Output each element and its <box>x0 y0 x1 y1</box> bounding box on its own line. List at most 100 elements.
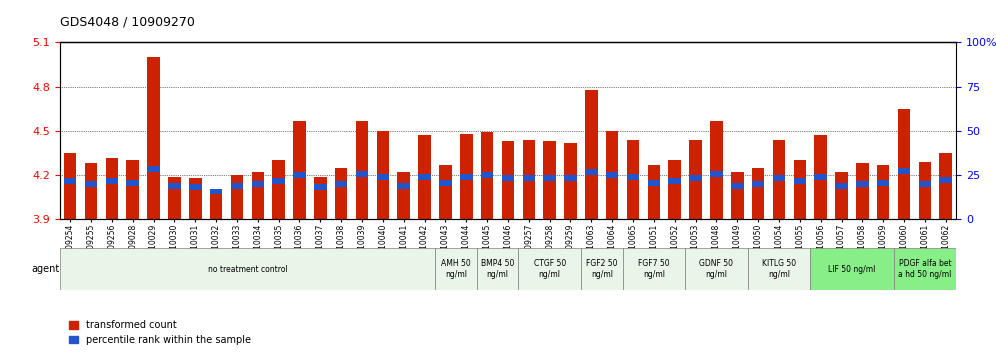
Bar <box>397 172 410 219</box>
Bar <box>85 164 98 219</box>
Bar <box>939 177 952 183</box>
Text: PDGF alfa bet
a hd 50 ng/ml: PDGF alfa bet a hd 50 ng/ml <box>898 259 951 279</box>
Bar <box>773 140 785 219</box>
Bar <box>876 179 889 185</box>
Bar <box>585 90 598 219</box>
Bar <box>252 172 264 219</box>
Bar <box>876 165 889 219</box>
Bar <box>606 172 619 178</box>
FancyBboxPatch shape <box>60 248 435 290</box>
Bar <box>168 183 180 188</box>
Bar <box>815 136 827 219</box>
Bar <box>689 140 702 219</box>
Bar <box>481 172 493 178</box>
Bar <box>857 181 869 187</box>
Bar <box>418 136 431 219</box>
FancyBboxPatch shape <box>581 248 622 290</box>
Bar <box>565 175 577 181</box>
Bar <box>397 183 410 188</box>
Bar <box>293 121 306 219</box>
Bar <box>481 132 493 219</box>
Bar <box>794 160 806 219</box>
Bar <box>710 121 723 219</box>
Bar <box>939 153 952 219</box>
Bar <box>544 141 556 219</box>
Bar <box>64 178 77 184</box>
Bar <box>231 175 243 219</box>
Bar <box>626 140 639 219</box>
Bar <box>168 177 180 219</box>
Bar <box>85 181 98 187</box>
Text: CTGF 50
ng/ml: CTGF 50 ng/ml <box>534 259 566 279</box>
Bar <box>918 162 931 219</box>
Text: no treatment control: no treatment control <box>207 264 287 274</box>
Bar <box>189 178 201 219</box>
Bar <box>710 171 723 177</box>
Bar <box>752 168 764 219</box>
Text: GDNF 50
ng/ml: GDNF 50 ng/ml <box>699 259 733 279</box>
Bar <box>731 183 744 188</box>
Bar <box>585 169 598 175</box>
Bar <box>439 179 451 185</box>
Bar <box>668 160 681 219</box>
Bar <box>356 121 369 219</box>
Text: AMH 50
ng/ml: AMH 50 ng/ml <box>441 259 471 279</box>
Bar <box>773 175 785 181</box>
Bar <box>210 188 222 194</box>
Bar <box>252 181 264 187</box>
Bar <box>460 174 472 179</box>
Bar <box>523 175 535 181</box>
Bar <box>815 174 827 179</box>
Bar <box>897 168 910 174</box>
Text: GDS4048 / 10909270: GDS4048 / 10909270 <box>60 15 194 28</box>
Bar <box>335 168 348 219</box>
Bar <box>502 141 514 219</box>
Bar <box>189 184 201 190</box>
Bar <box>418 174 431 179</box>
FancyBboxPatch shape <box>748 248 810 290</box>
Bar <box>502 175 514 181</box>
FancyBboxPatch shape <box>810 248 893 290</box>
Bar <box>439 165 451 219</box>
FancyBboxPatch shape <box>685 248 748 290</box>
Bar <box>126 179 139 185</box>
Bar <box>64 153 77 219</box>
Bar <box>606 131 619 219</box>
Bar <box>544 175 556 181</box>
Legend: transformed count, percentile rank within the sample: transformed count, percentile rank withi… <box>65 316 255 349</box>
FancyBboxPatch shape <box>435 248 477 290</box>
Bar <box>918 181 931 187</box>
Bar <box>752 181 764 187</box>
Bar <box>460 134 472 219</box>
Text: FGF7 50
ng/ml: FGF7 50 ng/ml <box>638 259 669 279</box>
Text: agent: agent <box>32 264 60 274</box>
Bar <box>836 183 848 188</box>
Bar <box>836 172 848 219</box>
Bar <box>794 178 806 184</box>
Bar <box>147 166 159 172</box>
Text: LIF 50 ng/ml: LIF 50 ng/ml <box>829 264 875 274</box>
Bar <box>731 172 744 219</box>
Bar <box>376 131 389 219</box>
Bar <box>106 158 119 219</box>
Bar <box>210 190 222 219</box>
Bar <box>647 179 660 185</box>
Bar <box>565 143 577 219</box>
Bar <box>314 177 327 219</box>
Bar <box>523 140 535 219</box>
Bar <box>314 184 327 190</box>
Bar <box>272 178 285 184</box>
Text: FGF2 50
ng/ml: FGF2 50 ng/ml <box>586 259 618 279</box>
FancyBboxPatch shape <box>477 248 518 290</box>
Bar <box>689 175 702 181</box>
FancyBboxPatch shape <box>622 248 685 290</box>
Text: BMP4 50
ng/ml: BMP4 50 ng/ml <box>481 259 514 279</box>
Bar <box>857 164 869 219</box>
Bar <box>897 109 910 219</box>
Bar <box>356 171 369 177</box>
Bar <box>376 174 389 179</box>
Bar <box>335 181 348 187</box>
Text: KITLG 50
ng/ml: KITLG 50 ng/ml <box>762 259 796 279</box>
Bar <box>231 183 243 188</box>
Bar <box>668 178 681 184</box>
